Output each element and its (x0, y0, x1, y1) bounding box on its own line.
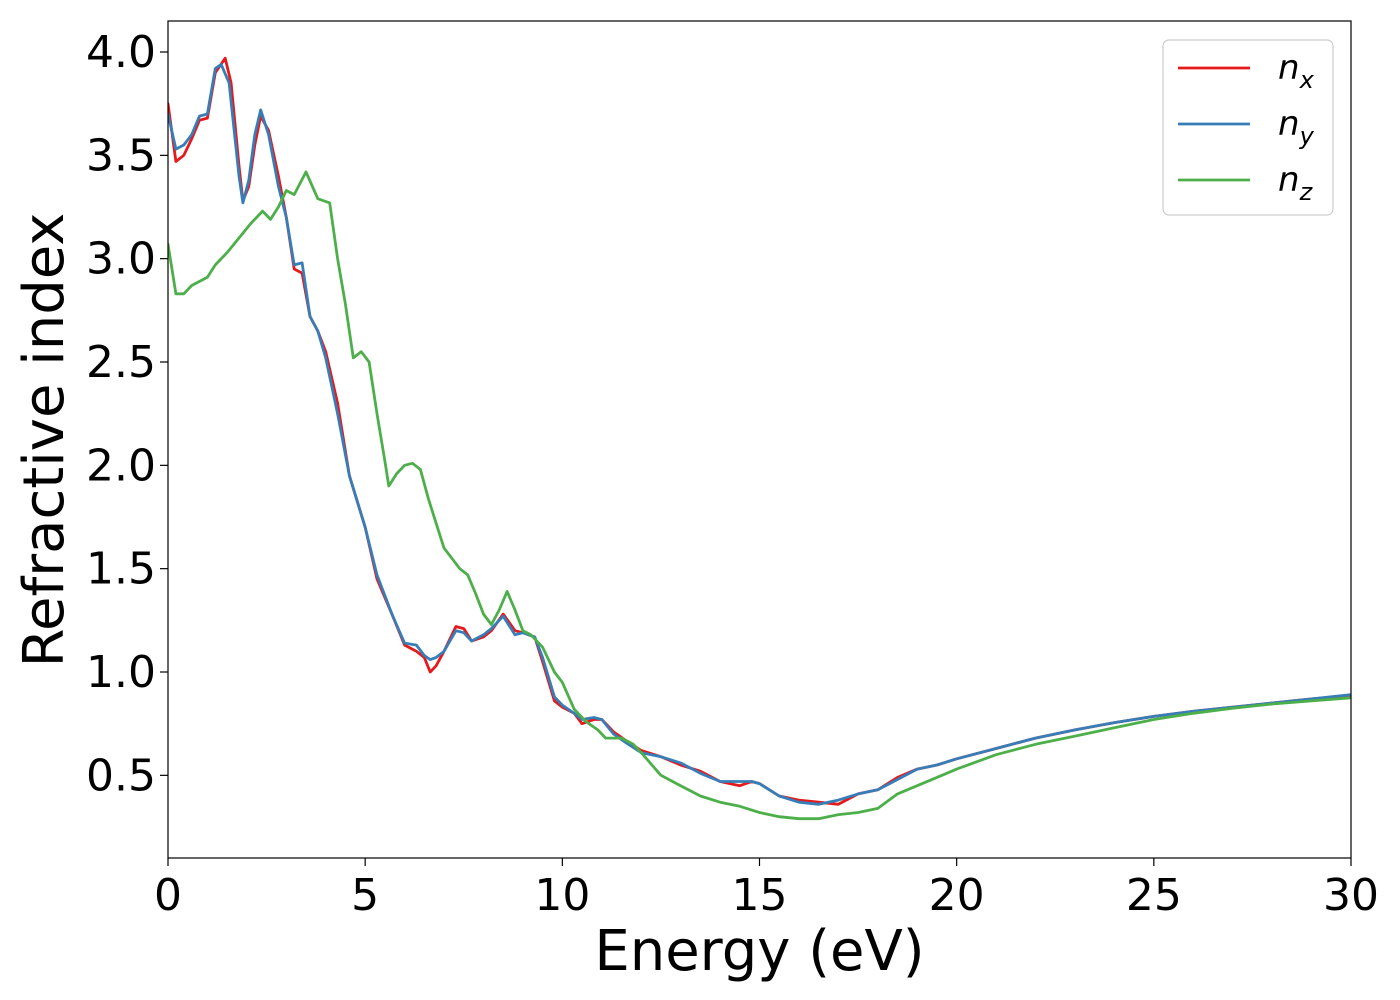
series-line-nz (168, 170, 1351, 821)
x-tick-label: 0 (154, 870, 182, 921)
x-axis-ticks: 0 5 10 15 20 25 30 (154, 858, 1379, 921)
y-tick-label: 3.5 (86, 130, 156, 181)
x-tick-label: 10 (534, 870, 590, 921)
y-tick-label: 3.0 (86, 234, 156, 285)
series-group (168, 56, 1351, 821)
y-tick-label: 0.5 (86, 750, 156, 801)
y-tick-label: 4.0 (86, 27, 156, 78)
x-tick-label: 20 (929, 870, 985, 921)
plot-area (167, 20, 1352, 859)
x-tick-label: 5 (351, 870, 379, 921)
x-tick-label: 30 (1323, 870, 1379, 921)
y-tick-label: 2.5 (86, 337, 156, 388)
series-line-ny (168, 63, 1351, 806)
series-line-nx (168, 56, 1351, 806)
y-tick-label: 2.0 (86, 440, 156, 491)
legend: nx ny nz (1162, 39, 1334, 216)
legend-label-nx: nx (1278, 48, 1315, 94)
y-tick-label: 1.0 (86, 647, 156, 698)
legend-label-ny: ny (1278, 104, 1315, 150)
x-axis-label: Energy (eV) (594, 919, 924, 984)
legend-box (1162, 39, 1334, 216)
legend-label-nz: nz (1278, 160, 1314, 206)
x-tick-label: 25 (1126, 870, 1182, 921)
y-tick-label: 1.5 (86, 544, 156, 595)
y-axis-ticks: 0.5 1.0 1.5 2.0 2.5 3.0 3.5 4.0 (86, 27, 168, 801)
y-axis-label: Refractive index (12, 213, 77, 668)
x-tick-label: 15 (732, 870, 788, 921)
